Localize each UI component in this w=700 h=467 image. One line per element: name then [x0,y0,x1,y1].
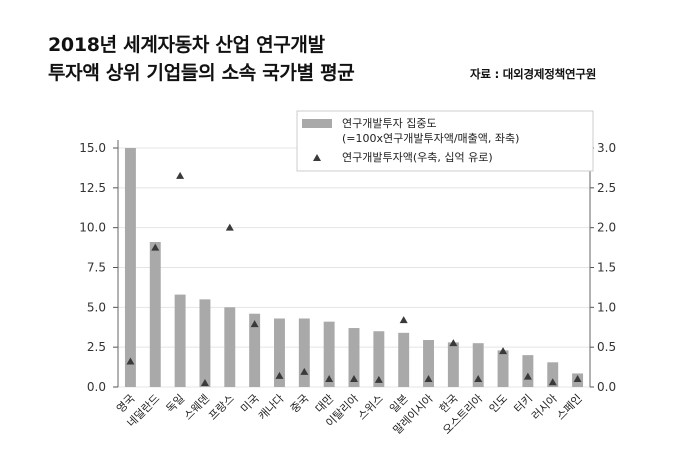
bar-4 [224,307,236,387]
y-left-tick-label: 12.5 [79,181,106,195]
y-left-tick-label: 10.0 [79,221,106,235]
bar-6 [274,318,285,387]
marker-11 [399,316,408,324]
bar-11 [398,332,410,387]
bar-10 [373,331,385,387]
bar-12 [423,339,434,387]
bar-15 [497,350,509,387]
y-left-tick-label: 5.0 [87,300,106,314]
marker-16 [523,372,532,380]
marker-0 [126,357,135,365]
marker-15 [499,347,508,355]
bar-7 [298,318,310,387]
marker-3 [200,379,209,387]
bar-13 [447,342,459,387]
legend-marker-swatch [313,154,321,161]
legend-bar-label: 연구개발투자 집중도 [342,117,437,130]
legend-bar-swatch [302,119,332,128]
bar-9 [348,328,360,387]
y-right-tick-label: 0.0 [597,380,616,394]
chart-title-line1: 2018년 세계자동차 산업 연구개발 [48,34,325,56]
y-right-tick-label: 1.0 [597,300,616,314]
y-left-tick-label: 0.0 [87,380,106,394]
marker-8 [325,375,334,383]
x-tick-label: 중국 [288,392,312,416]
marker-1 [151,243,160,251]
y-left-tick-label: 7.5 [87,261,106,275]
bar-14 [472,343,484,387]
y-left-tick-label: 15.0 [79,141,106,155]
y-left-tick-label: 2.5 [87,340,106,354]
marker-4 [225,223,234,231]
x-tick-label: 러시아 [529,392,560,423]
y-right-tick-label: 1.5 [597,261,616,275]
marker-6 [275,371,284,379]
bar-17 [547,362,559,387]
marker-17 [548,378,557,386]
bar-3 [199,299,211,387]
legend-marker-label: 연구개발투자액(우축, 십억 유로) [342,151,493,164]
bar-16 [522,355,534,387]
marker-2 [176,171,185,179]
x-tick-label: 인도 [487,392,511,416]
bar-0 [124,148,136,387]
marker-9 [350,375,358,383]
marker-13 [449,339,458,347]
legend-box [296,110,594,172]
y-right-tick-label: 3.0 [597,141,616,155]
bar-2 [174,294,186,387]
marker-18 [573,375,582,383]
marker-10 [374,375,383,383]
source-note: 자료 : 대외경제정책연구원 [470,67,597,81]
x-tick-label: 프랑스 [206,392,237,423]
bar-8 [323,321,335,387]
y-right-tick-label: 0.5 [597,340,616,354]
legend-bar-label-line2: (=100x연구개발투자액/매출액, 좌축) [342,132,519,145]
marker-12 [424,375,433,383]
x-tick-label: 스페인 [554,392,585,423]
marker-7 [300,367,309,375]
bar-1 [149,242,161,387]
marker-14 [474,375,483,383]
x-tick-label: 캐나다 [256,392,287,423]
x-tick-label: 스웨덴 [181,392,212,423]
y-right-tick-label: 2.0 [597,221,616,235]
bar-5 [249,313,261,387]
marker-5 [250,320,259,328]
y-right-tick-label: 2.5 [597,181,616,195]
x-tick-label: 스위스 [355,392,386,423]
chart-title-line2: 투자액 상위 기업들의 소속 국가별 평균 [48,62,355,84]
